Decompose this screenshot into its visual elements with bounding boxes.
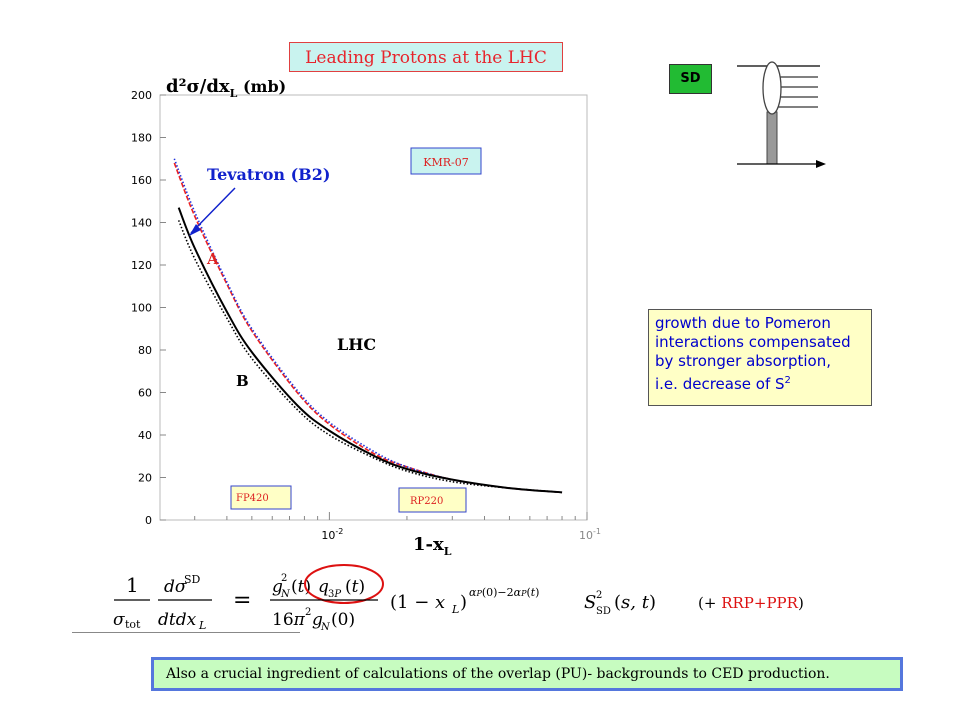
svg-text:1: 1	[126, 573, 139, 597]
y-tick-label: 120	[131, 259, 152, 272]
svg-text:SD: SD	[184, 573, 201, 586]
rp220-label: RP220	[410, 496, 443, 507]
y-tick-label: 100	[131, 302, 152, 315]
y-axis-label: d²σ/dxL (mb)	[166, 76, 286, 100]
x-axis: 10-2 10-1	[194, 512, 601, 542]
svg-text:dtdx: dtdx	[158, 610, 197, 630]
series-line-tevatron-b2-	[173, 158, 563, 494]
divider-line	[72, 632, 300, 633]
rp220-box	[398, 487, 467, 513]
kmr-box	[410, 147, 482, 175]
x-axis-label-main: 1-x	[413, 534, 444, 555]
y-tick-label: 140	[131, 217, 152, 230]
y-axis-label-main: d²σ/dx	[166, 76, 230, 97]
svg-text:SD: SD	[596, 606, 611, 617]
rrp-prefix: (+	[698, 594, 722, 612]
curve-label-A: A	[206, 250, 219, 268]
svg-text:(t): (t)	[345, 577, 365, 597]
note-line: growth due to Pomeron	[655, 314, 831, 332]
fp420-label: FP420	[236, 493, 269, 504]
x-tick-label: 10-2	[321, 527, 343, 542]
svg-text:(t): (t)	[291, 577, 311, 597]
tevatron-arrow	[190, 187, 236, 234]
y-tick-label: 20	[138, 472, 152, 485]
note-superscript: 2	[784, 375, 791, 386]
svg-text:g: g	[272, 577, 283, 597]
y-tick-label: 60	[138, 387, 152, 400]
svg-text:(0): (0)	[331, 610, 355, 630]
svg-text:3P: 3P	[328, 589, 341, 600]
tevatron-label: Tevatron (B2)	[207, 165, 330, 184]
y-tick-label: 0	[145, 514, 152, 527]
lhc-label: LHC	[337, 335, 376, 354]
sd-label: SD	[669, 64, 712, 94]
rrp-ppr-note: (+ RRP+PPR)	[698, 594, 804, 612]
y-tick-label: 200	[131, 89, 152, 102]
svg-text:σ: σ	[113, 610, 125, 630]
y-tick-label: 40	[138, 429, 152, 442]
svg-text:L: L	[451, 603, 459, 616]
note-box: growth due to Pomeron interactions compe…	[648, 309, 872, 406]
rrp-suffix: )	[797, 594, 804, 612]
svg-text:2: 2	[596, 590, 602, 601]
series-line-b	[177, 207, 563, 494]
svg-text:tot: tot	[125, 618, 141, 631]
note-line: interactions compensated	[655, 333, 851, 351]
series-line-unnamed-3	[177, 220, 563, 494]
x-axis-label-sub: L	[444, 545, 452, 558]
svg-text:N: N	[280, 589, 291, 600]
tevatron-arrowhead	[189, 224, 201, 236]
svg-text:2: 2	[305, 607, 311, 618]
kmr-label: KMR-07	[423, 156, 468, 169]
svg-text:g: g	[312, 610, 323, 630]
note-line: by stronger absorption,	[655, 352, 831, 370]
svg-text:(s, t): (s, t)	[614, 592, 656, 613]
svg-text:N: N	[320, 622, 331, 633]
slide-title: Leading Protons at the LHC	[289, 42, 563, 72]
bottom-note: Also a crucial ingredient of calculation…	[151, 657, 903, 691]
curve-label-B: B	[236, 372, 249, 390]
y-axis-label-sub: L	[230, 87, 238, 100]
note-line-text: i.e. decrease of S	[655, 375, 785, 393]
sd-formula: 1 σ tot dσ SD dtdx L = g 2 N (t) q 3P (t…	[113, 564, 656, 633]
svg-text:q: q	[318, 577, 329, 597]
rrp-main: RRP+PPR	[721, 594, 798, 612]
svg-text:S: S	[584, 592, 596, 613]
x-axis-label: 1-xL	[413, 534, 452, 558]
svg-text:L: L	[198, 619, 206, 632]
fp420-box	[230, 485, 292, 510]
y-axis: 0 20 40 60 80 100 120 140 160 180 200	[131, 89, 166, 527]
svg-text:dσ: dσ	[164, 577, 187, 597]
svg-text:(1 − x: (1 − x	[390, 592, 445, 613]
y-tick-label: 160	[131, 174, 152, 187]
svg-text:): )	[460, 592, 467, 613]
y-tick-label: 80	[138, 344, 152, 357]
svg-text:16π: 16π	[272, 610, 306, 630]
svg-text:=: =	[233, 588, 251, 613]
sd-diagram	[737, 61, 826, 168]
note-line: i.e. decrease of S2	[655, 371, 865, 394]
curves	[173, 158, 563, 494]
y-tick-label: 180	[131, 132, 152, 145]
x-tick-label: 10-1	[579, 527, 601, 542]
y-axis-label-unit: (mb)	[237, 77, 286, 96]
svg-text:αP(0)−2αP(t): αP(0)−2αP(t)	[469, 586, 539, 599]
svg-text:2: 2	[281, 573, 287, 584]
